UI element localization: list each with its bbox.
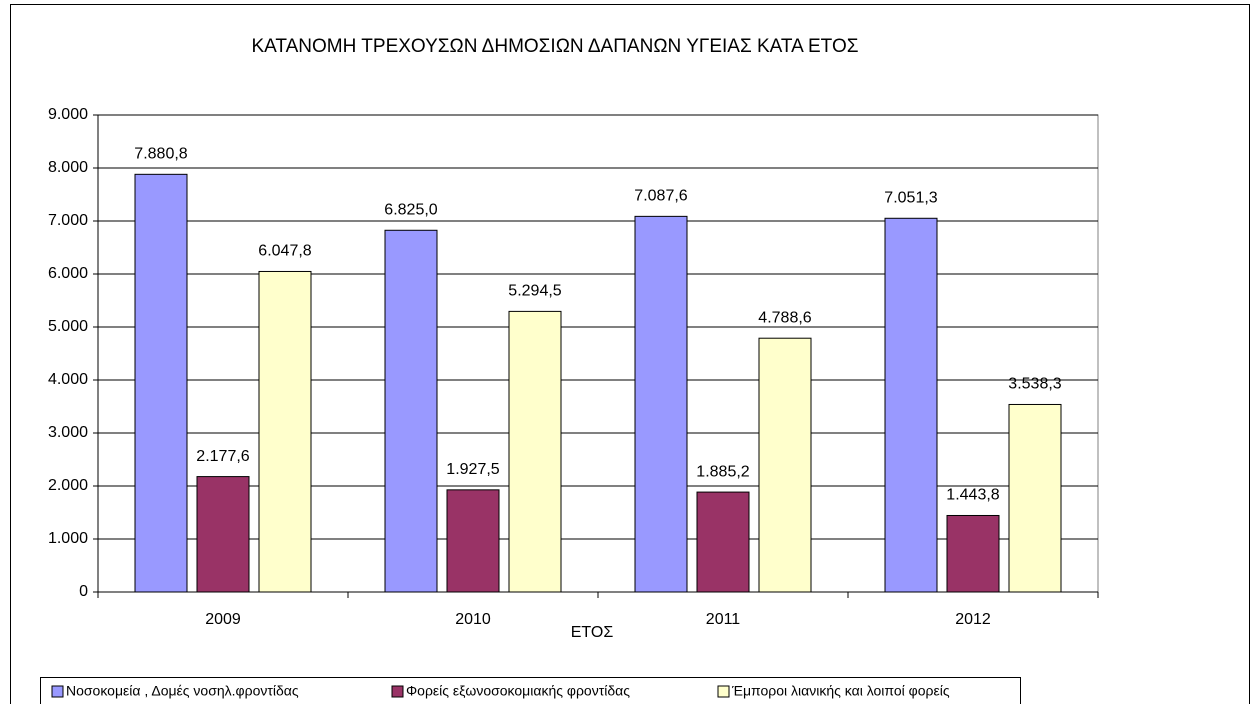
data-label: 1.927,5 (446, 461, 499, 478)
data-label: 4.788,6 (758, 309, 811, 326)
x-tick-label: 2009 (205, 611, 241, 628)
legend-swatch (51, 685, 64, 698)
data-label: 7.087,6 (634, 188, 687, 205)
data-label: 6.825,0 (384, 201, 437, 218)
data-label: 1.885,2 (696, 463, 749, 480)
data-label: 3.538,3 (1008, 376, 1061, 393)
bar (508, 310, 562, 593)
bar (884, 217, 938, 593)
data-label: 1.443,8 (946, 487, 999, 504)
legend-swatch (717, 685, 730, 698)
bar (946, 514, 1000, 593)
legend-label: Έμποροι λιανικής και λοιποί φορείς (731, 683, 950, 699)
bar (1008, 403, 1062, 593)
y-tick-label: 7.000 (48, 212, 88, 229)
legend-label: Νοσοκομεία , Δομές νοσηλ.φροντίδας (66, 683, 299, 699)
y-tick-label: 6.000 (48, 265, 88, 282)
y-tick-label: 5.000 (48, 318, 88, 335)
y-tick-label: 3.000 (48, 424, 88, 441)
y-tick-label: 4.000 (48, 371, 88, 388)
x-axis-label: ΕΤΟΣ (571, 624, 614, 641)
x-tick-label: 2012 (955, 611, 991, 628)
y-tick-label: 8.000 (48, 159, 88, 176)
bar (758, 337, 812, 593)
data-label: 2.177,6 (196, 448, 249, 465)
data-label: 6.047,8 (258, 243, 311, 260)
chart-title: ΚΑΤΑΝΟΜΗ ΤΡΕΧΟΥΣΩΝ ΔΗΜΟΣΙΩΝ ΔΑΠΑΝΩΝ ΥΓΕΙ… (252, 36, 859, 57)
bar (446, 489, 500, 593)
legend-label: Φορείς εξωνοσοκομιακής φροντίδας (406, 683, 630, 699)
legend-swatch (391, 685, 404, 698)
data-label: 5.294,5 (508, 283, 561, 300)
y-tick-label: 9.000 (48, 106, 88, 123)
x-tick-label: 2010 (455, 611, 491, 628)
data-label: 7.051,3 (884, 189, 937, 206)
bar (384, 229, 438, 593)
bar (696, 491, 750, 593)
bar (196, 476, 250, 593)
bar (134, 173, 188, 593)
x-tick-label: 2011 (706, 611, 741, 628)
bar (258, 270, 312, 593)
y-tick-label: 2.000 (48, 477, 88, 494)
y-tick-label: 0 (79, 583, 88, 600)
bar (634, 215, 688, 593)
legend-box (40, 677, 1021, 708)
data-label: 7.880,8 (134, 146, 187, 163)
y-tick-label: 1.000 (48, 530, 88, 547)
